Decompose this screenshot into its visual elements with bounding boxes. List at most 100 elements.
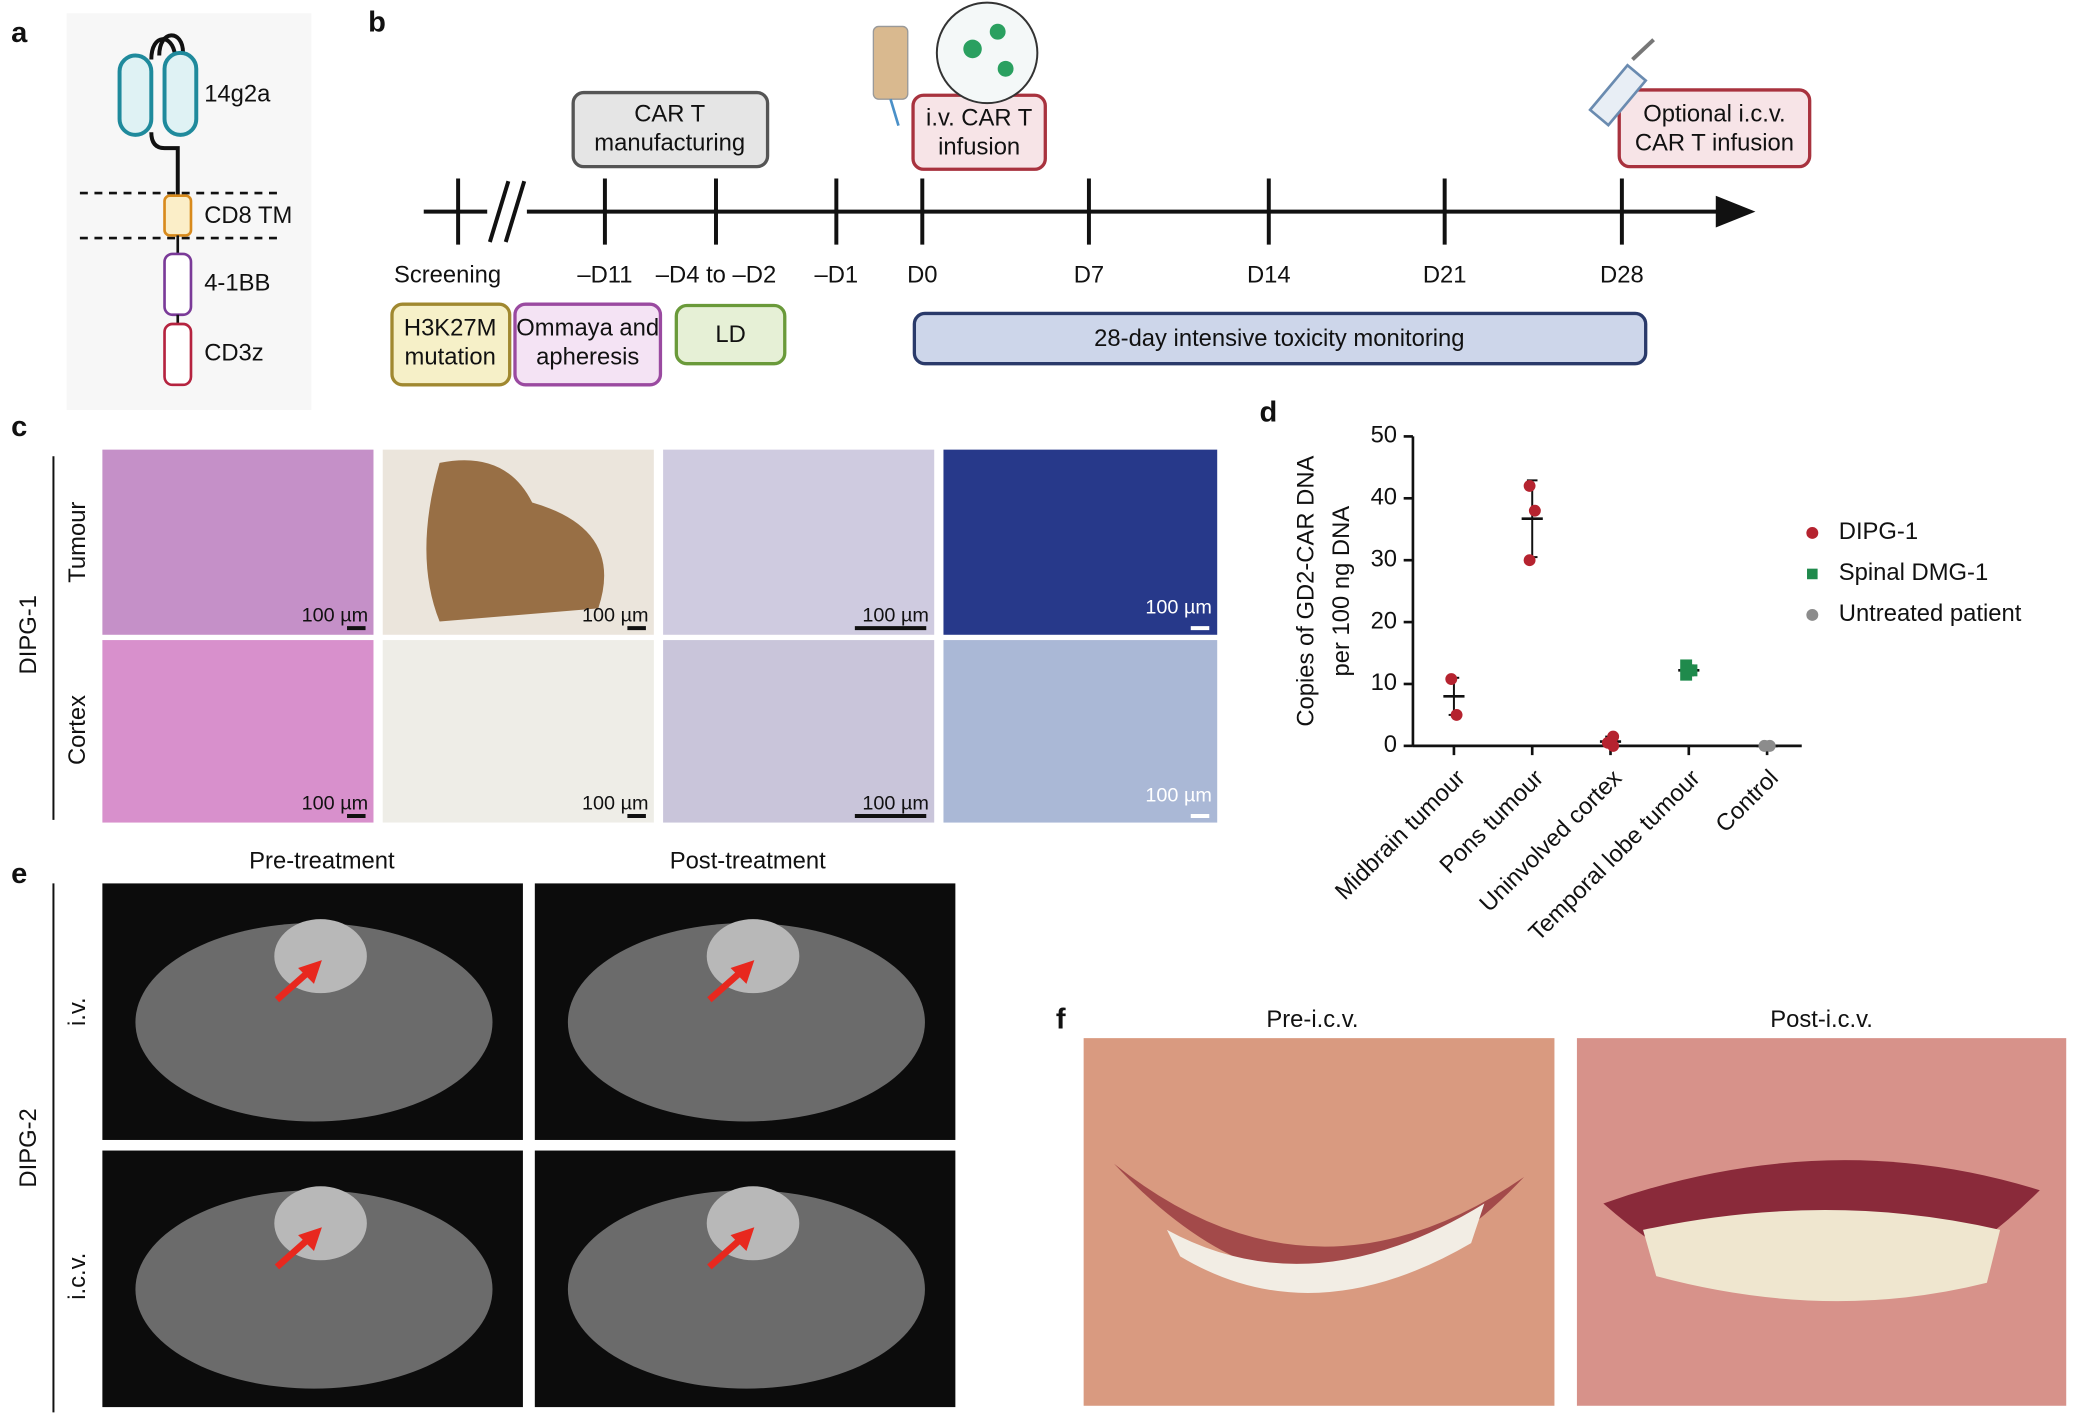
y-tick-label: 40 — [1371, 484, 1397, 511]
shape — [1643, 1210, 2001, 1302]
data-point — [1523, 554, 1536, 567]
y-axis-title: per 100 ng DNA — [1328, 506, 1355, 677]
x-tick-label: Midbrain tumour — [1330, 765, 1471, 906]
label: mutation — [405, 344, 496, 371]
label: d — [1260, 397, 1278, 429]
data-point — [1528, 504, 1541, 517]
shape — [426, 460, 605, 622]
label: a — [11, 17, 28, 49]
shape — [935, 1, 1039, 105]
label: 14g2a — [204, 80, 271, 107]
data-point — [1450, 708, 1463, 721]
label: Ommaya and — [516, 315, 659, 342]
label: CD8 TM — [204, 202, 292, 229]
shape — [487, 180, 511, 243]
scale-bar-label: 100 µm — [1145, 784, 1212, 806]
shape — [943, 640, 1218, 823]
panel-c: DIPG-1 Tumour Cortex 100 µm 100 µm 100 µm 1… — [15, 449, 1218, 823]
scale-bar-label: 100 µm — [862, 792, 929, 814]
shape: 100 µm 100 µm 100 µm 100 µm 100 µm 100 µm 100 … — [302, 597, 1212, 818]
shape — [1617, 88, 1812, 169]
shape — [102, 883, 956, 1408]
scale-bar-label: 100 µm — [582, 605, 649, 627]
mri-brainstem — [274, 919, 367, 994]
label: CAR T — [634, 100, 705, 127]
data-point — [1680, 668, 1693, 681]
panel-f: Pre-i.c.v. Post-i.c.v. — [1083, 1006, 2067, 1406]
data-point — [1523, 479, 1536, 492]
shape — [1588, 63, 1648, 128]
label: infusion — [938, 133, 1020, 160]
label: Post-treatment — [670, 848, 826, 875]
legend-label: DIPG-1 — [1839, 518, 1918, 545]
y-axis-title: Copies of GD2-CAR DNA — [1292, 455, 1319, 726]
shape — [382, 640, 654, 823]
mri-brainstem — [706, 919, 800, 994]
shape — [889, 98, 900, 127]
data-point — [1763, 739, 1776, 752]
shape — [1631, 38, 1655, 61]
label: Optional i.c.v. — [1643, 100, 1785, 127]
mri-brain — [135, 923, 493, 1122]
panel-a: 14g2a CD8 TM 4-1BB CD3z — [66, 13, 312, 410]
mri-brainstem — [706, 1186, 800, 1261]
mri-brainstem — [274, 1186, 367, 1261]
label: H3K27M — [404, 315, 497, 342]
shape — [503, 180, 527, 243]
shape — [149, 33, 186, 60]
label: CAR T infusion — [1635, 129, 1794, 156]
label: f — [1056, 1004, 1066, 1036]
shape — [163, 252, 193, 317]
scale-bar-label: 100 µm — [582, 792, 649, 814]
legend-marker — [1806, 527, 1819, 539]
label: Post-i.c.v. — [1770, 1006, 1873, 1033]
shape — [997, 60, 1014, 77]
y-tick-label: 30 — [1371, 545, 1397, 572]
y-tick-label: 10 — [1371, 669, 1397, 696]
label: e — [11, 858, 27, 890]
shape — [102, 449, 374, 635]
data-point — [1607, 739, 1620, 752]
scale-bar-label: 100 µm — [862, 605, 929, 627]
y-tick-label: 20 — [1371, 607, 1397, 634]
mri-brain — [135, 1190, 493, 1389]
x-tick-label: Uninvolved cortex — [1474, 764, 1627, 917]
label: Pre-i.c.v. — [1266, 1006, 1358, 1033]
label: Pre-treatment — [249, 848, 395, 875]
shape — [663, 449, 935, 635]
shape — [943, 449, 1218, 635]
arrow-head — [730, 1227, 755, 1252]
shape — [149, 132, 180, 196]
panel-d: 0 10 20 30 40 50 Copies of GD2-CAR DNA per 100 … — [1292, 422, 2021, 947]
legend-marker — [1807, 568, 1818, 580]
timeline-label: Screening — [394, 262, 501, 289]
timeline-label: D21 — [1423, 262, 1467, 289]
shape: Screening –D11 –D4 to –D2 –D1 D0 D7 D14 D21 D28 — [394, 178, 1644, 289]
timeline-label: –D4 to –D2 — [656, 262, 776, 289]
arrow-head — [298, 960, 322, 984]
arrow-head — [298, 1227, 322, 1252]
shape — [1083, 1038, 1555, 1406]
shape — [163, 194, 193, 237]
label: i.v. — [64, 997, 91, 1026]
shape — [989, 23, 1006, 40]
label: Tumour — [64, 502, 91, 583]
mri-brain — [567, 923, 925, 1122]
label: Cortex — [64, 695, 91, 765]
timeline-label: –D1 — [815, 262, 859, 289]
shape — [872, 25, 909, 100]
shape — [1166, 1203, 1485, 1293]
shape — [912, 311, 1648, 366]
label: LD — [715, 321, 745, 348]
shape — [102, 640, 374, 823]
legend-label: Untreated patient — [1839, 600, 2022, 627]
label: CD3z — [204, 340, 264, 367]
legend-marker — [1806, 608, 1819, 621]
label: manufacturing — [594, 129, 745, 156]
arrow-head — [730, 960, 755, 984]
shape — [963, 39, 982, 59]
y-tick-label: 0 — [1384, 731, 1397, 758]
shape — [674, 303, 787, 366]
label: c — [11, 411, 27, 443]
